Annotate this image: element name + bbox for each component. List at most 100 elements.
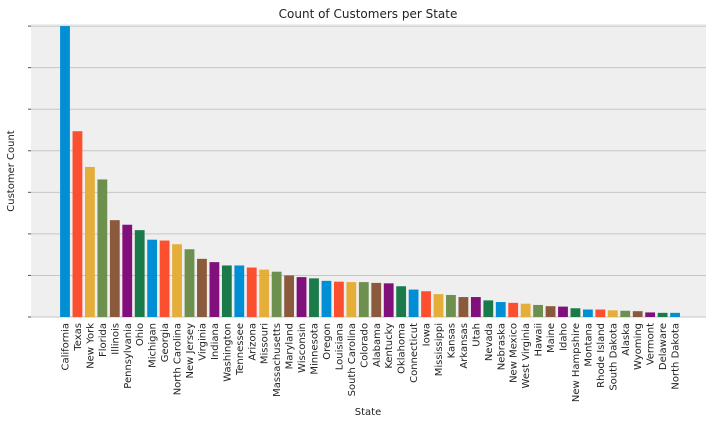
x-tick-label: Rhode Island [596, 323, 607, 388]
x-tick-label: New York [85, 323, 96, 369]
x-tick-label: North Carolina [173, 323, 184, 395]
x-tick-label: Iowa [422, 323, 433, 346]
x-tick-label: West Virginia [521, 323, 532, 388]
bar [458, 297, 469, 317]
y-axis-ticks [28, 25, 31, 318]
x-tick-label: Wisconsin [297, 323, 308, 373]
bar [470, 297, 481, 317]
bar [657, 312, 668, 317]
bar [645, 312, 656, 317]
bar [246, 267, 257, 317]
bar [72, 131, 83, 317]
x-tick-label: Montana [583, 323, 594, 367]
bar [408, 289, 419, 317]
x-tick-label: New Jersey [185, 323, 196, 379]
x-axis-label: State [355, 407, 381, 418]
chart-title: Count of Customers per State [279, 7, 458, 21]
x-tick-label: Mississippi [434, 323, 445, 376]
bar [371, 282, 382, 317]
x-tick-label: Oklahoma [397, 323, 408, 374]
bar [271, 271, 282, 317]
x-tick-label: Delaware [658, 323, 669, 370]
x-tick-label: Nevada [484, 323, 495, 361]
bar [259, 269, 270, 317]
x-tick-label: Arkansas [459, 323, 470, 369]
x-tick-label: Alaska [621, 323, 632, 356]
x-tick-label: Pennsylvania [123, 323, 134, 389]
x-tick-label: Kansas [446, 323, 457, 358]
x-tick-label: Louisiana [334, 323, 345, 370]
bar [172, 244, 182, 317]
x-tick-label: North Dakota [671, 323, 682, 390]
bar [284, 275, 294, 317]
x-tick-label: Kentucky [384, 323, 395, 369]
bar [670, 312, 680, 317]
bar [446, 294, 456, 317]
bar [433, 294, 444, 317]
x-tick-label: Connecticut [409, 323, 420, 383]
bar [520, 303, 531, 317]
x-tick-label: Georgia [160, 323, 171, 362]
bar [159, 240, 170, 317]
x-tick-label: Florida [98, 323, 109, 357]
x-tick-label: Michigan [148, 323, 159, 368]
bar [583, 309, 593, 317]
bar [483, 300, 494, 317]
bar [97, 179, 108, 317]
x-tick-label: Wyoming [633, 323, 644, 370]
bar [421, 291, 431, 317]
bar [209, 262, 220, 317]
bar [221, 265, 232, 317]
x-tick-label: New Hampshire [571, 323, 582, 402]
bar [197, 258, 207, 317]
bar [607, 310, 618, 317]
x-tick-label: Vermont [646, 323, 657, 365]
x-tick-label: Maryland [285, 323, 296, 369]
bar [545, 306, 556, 317]
bar [321, 280, 332, 317]
x-tick-label: Texas [73, 323, 84, 352]
x-tick-label: Maine [546, 323, 557, 353]
bar [508, 302, 519, 317]
y-axis-label: Customer Count [6, 130, 17, 212]
x-tick-label: New Mexico [509, 323, 520, 383]
grid-lines [31, 25, 706, 318]
x-tick-label: Alabama [372, 323, 383, 367]
x-tick-label: Utah [471, 323, 482, 347]
bar [495, 302, 506, 317]
x-tick-label: Massachusetts [272, 323, 283, 397]
x-tick-label: Arizona [247, 323, 258, 361]
x-tick-label: Nebraska [496, 323, 507, 370]
bar [309, 278, 319, 317]
bar [346, 282, 357, 317]
bar [620, 310, 631, 317]
x-tick-label: South Dakota [608, 323, 619, 391]
x-tick-label: Missouri [260, 323, 271, 364]
x-tick-label: Washington [222, 323, 233, 382]
x-tick-label: Ohio [135, 323, 146, 346]
bar [134, 230, 145, 317]
bar [109, 220, 120, 317]
bar [147, 239, 158, 317]
bar [358, 282, 369, 317]
bar [296, 277, 307, 317]
bar [234, 265, 245, 317]
bar [558, 306, 568, 317]
x-tick-label: Indiana [210, 323, 221, 360]
x-tick-label: Colorado [359, 323, 370, 368]
x-tick-label: Minnesota [310, 323, 321, 375]
bar [85, 166, 95, 317]
x-tick-label: Tennessee [235, 323, 246, 376]
x-tick-label: Illinois [110, 323, 121, 355]
bar [533, 304, 543, 317]
bar [396, 286, 407, 317]
bar [184, 249, 195, 317]
x-tick-label: Idaho [559, 323, 570, 351]
x-tick-label: Oregon [322, 323, 333, 360]
bar [122, 224, 133, 317]
x-tick-label: California [61, 323, 72, 371]
bar [334, 281, 344, 317]
bar [595, 309, 606, 317]
bar [570, 308, 581, 317]
